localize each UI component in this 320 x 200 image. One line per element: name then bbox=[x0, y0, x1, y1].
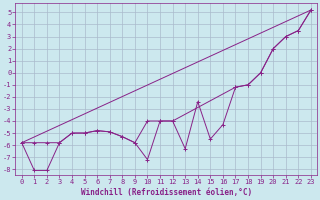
X-axis label: Windchill (Refroidissement éolien,°C): Windchill (Refroidissement éolien,°C) bbox=[81, 188, 252, 197]
